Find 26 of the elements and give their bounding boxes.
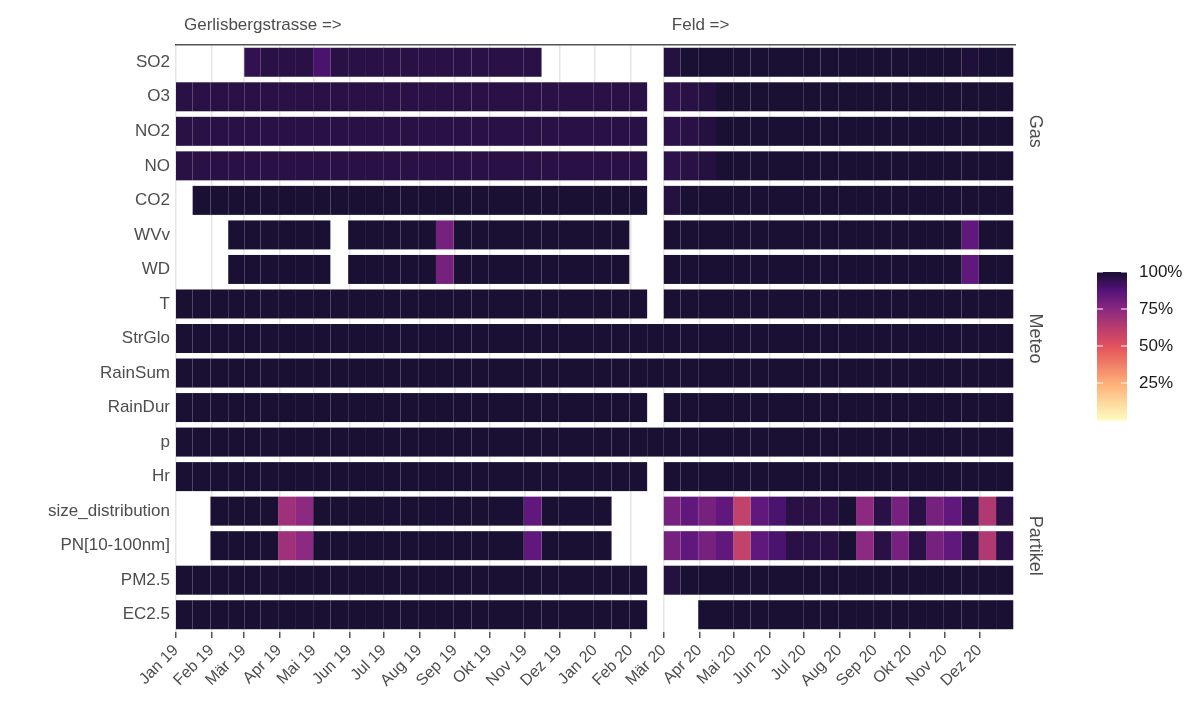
text: Feld => — [671, 14, 730, 34]
y2-tick-label: Partikel — [1026, 515, 1047, 576]
y-tick-label: NO2 — [135, 121, 170, 141]
text: Gerlisbergstrasse => — [184, 14, 342, 34]
y2-tick-label: Meteo — [1026, 313, 1047, 364]
color-bar-label: 25% — [1139, 372, 1174, 392]
y-tick-label: T — [159, 293, 170, 313]
y-tick-label: RainSum — [100, 362, 170, 382]
y-tick-label: SO2 — [135, 51, 170, 71]
y-tick-label: CO2 — [135, 190, 170, 210]
y-tick-label: WD — [141, 259, 170, 279]
y-tick-label: PM2.5 — [120, 569, 170, 589]
y2-tick-label: Gas — [1026, 114, 1047, 148]
y-tick-label: EC2.5 — [122, 604, 170, 624]
y-tick-label: PN[10-100nm] — [60, 535, 170, 555]
y-tick-label: NO — [144, 155, 170, 175]
y-tick-label: p — [160, 431, 170, 451]
y-tick-label: Hr — [152, 466, 171, 486]
y-tick-label: WVv — [134, 224, 171, 244]
y-tick-label: StrGlo — [121, 328, 170, 348]
y-tick-label: size_distribution — [48, 500, 170, 520]
color-bar-label: 75% — [1139, 298, 1174, 318]
color-bar-label: 100% — [1139, 261, 1183, 281]
y-tick-label: O3 — [147, 86, 170, 106]
y-tick-label: RainDur — [107, 397, 171, 417]
color-bar-label: 50% — [1139, 335, 1174, 355]
